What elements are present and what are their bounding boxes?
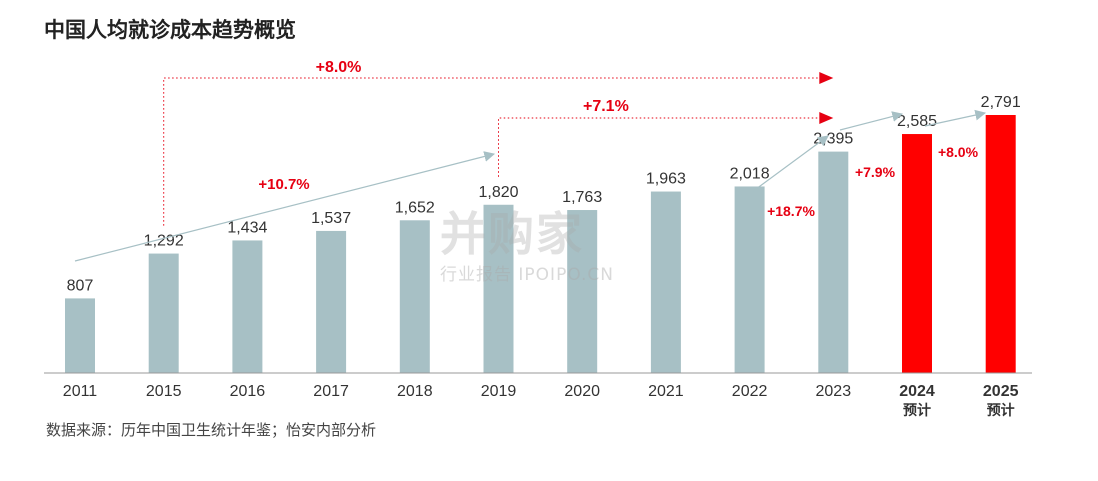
bar-2018 [399,220,430,373]
cagr-label-1: +8.0% [316,59,362,76]
cagr-bracket-arrowhead-2 [819,112,834,124]
data-label-2025: 2,791 [981,94,1021,111]
cagr-bracket-line-1 [163,77,820,226]
cagr-bracket-line-2 [498,117,820,177]
cagr-bracket-arrowhead-1 [819,72,834,84]
data-label-2020: 1,763 [562,189,602,206]
data-label-2017: 1,537 [311,210,351,227]
x-tick-label-2022: 2022 [732,383,768,400]
bar-2015 [148,253,179,373]
bar-2023 [818,151,849,373]
bar-2011 [65,298,95,373]
x-tick-label-2023: 2023 [816,383,852,400]
growth-label-2022-2023: +18.7% [767,203,815,219]
bar-2022 [734,186,765,373]
x-tick-sublabel-2025: 预计 [987,402,1015,418]
x-tick-label-2025: 2025 [983,383,1019,400]
bar-2021 [650,191,681,373]
growth-label-2023-2024: +7.9% [855,164,896,180]
data-label-2019: 1,820 [478,184,518,201]
data-label-2015: 1,292 [144,233,184,250]
data-label-2018: 1,652 [395,199,435,216]
data-label-2024: 2,585 [897,113,937,130]
trend-arrow-2022-2023 [751,135,829,193]
x-tick-label-2021: 2021 [648,383,684,400]
growth-label-2024-2025: +8.0% [938,144,979,160]
data-label-2011: 807 [67,277,94,294]
data-label-2016: 1,434 [227,219,267,236]
bar-2024 [902,134,932,373]
bar-2016 [232,240,263,373]
x-tick-label-2016: 2016 [230,383,266,400]
trend-arrow-2024-2025 [924,109,987,127]
x-tick-label-2019: 2019 [481,383,517,400]
source-note: 数据来源：历年中国卫生统计年鉴；怡安内部分析 [46,421,377,439]
bar-2017 [316,230,347,373]
x-tick-label-2020: 2020 [564,383,600,400]
cagr-label-2: +7.1% [583,98,629,115]
data-label-2021: 1,963 [646,171,686,188]
data-label-2022: 2,018 [730,165,770,182]
bar-2020 [567,210,598,373]
x-tick-label-2011: 2011 [63,383,98,400]
x-tick-label-2024: 2024 [899,383,935,400]
bar-2025 [985,115,1016,373]
chart-title: 中国人均就诊成本趋势概览 [44,18,296,42]
x-tick-label-2015: 2015 [146,383,182,400]
bar-2019 [483,204,514,373]
trend-arrow-2011-2019 [74,151,496,262]
x-tick-sublabel-2024: 预计 [903,402,931,418]
x-tick-label-2018: 2018 [397,383,433,400]
trend-arrow-2023-2024 [839,111,904,131]
data-label-2023: 2,395 [813,131,853,148]
x-tick-label-2017: 2017 [313,383,349,400]
growth-label-2011-2019: +10.7% [258,176,309,193]
